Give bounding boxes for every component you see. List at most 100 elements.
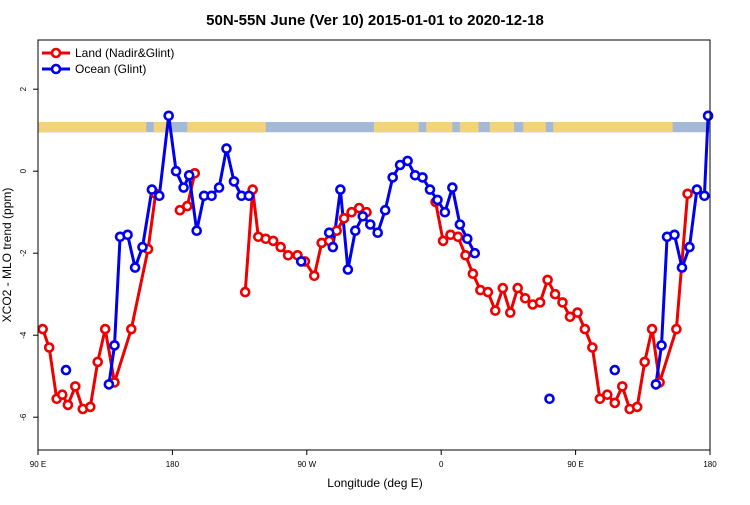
x-axis-label: Longitude (deg E) [327, 476, 422, 490]
land-band-segment [426, 122, 453, 133]
land-band-segment [459, 122, 479, 133]
plot-frame [37, 39, 711, 451]
data-point-land [549, 288, 561, 300]
data-point-land [92, 356, 103, 368]
y-tick-label: 2 [19, 86, 28, 91]
data-point-land [557, 297, 568, 308]
data-point-ocean [656, 340, 667, 351]
land-band-segment [523, 122, 546, 133]
data-point-ocean [417, 172, 428, 183]
legend-label: Ocean (Glint) [75, 62, 146, 76]
land-band-segment [187, 122, 266, 133]
legend: Land (Nadir&Glint) Ocean (Glint) [42, 46, 174, 76]
data-point-ocean [137, 241, 148, 253]
data-point-land [671, 323, 682, 335]
series-line-land [41, 193, 158, 411]
data-point-ocean [163, 110, 174, 122]
data-point-land [338, 213, 350, 224]
data-point-ocean [323, 227, 335, 238]
x-tick-label: 180 [166, 460, 180, 469]
data-point-ocean [129, 262, 141, 273]
data-point-ocean [544, 393, 555, 405]
data-point-ocean [206, 190, 217, 202]
data-point-ocean [454, 219, 466, 230]
data-point-land [37, 323, 49, 335]
y-tick-label: -6 [19, 413, 28, 421]
data-point-ocean [372, 227, 384, 238]
data-point-land [43, 342, 55, 353]
data-point-ocean [702, 110, 714, 122]
data-point-ocean [691, 184, 703, 195]
data-point-ocean [243, 190, 255, 202]
series-points [37, 110, 714, 415]
data-point-ocean [676, 262, 688, 273]
legend-swatch-marker [50, 63, 62, 75]
data-point-land [182, 200, 193, 212]
land-band-segment [38, 122, 147, 133]
data-point-ocean [295, 256, 307, 267]
data-point-land [646, 323, 658, 335]
land-ocean-mask-band [38, 122, 710, 133]
data-point-land [85, 401, 96, 413]
data-point-ocean [609, 364, 621, 376]
data-point-land [564, 311, 576, 323]
data-point-ocean [349, 225, 361, 236]
data-point-land [512, 282, 524, 294]
data-point-ocean [103, 379, 115, 390]
x-tick-label: 90 E [30, 460, 46, 469]
data-point-land [239, 286, 251, 298]
data-point-land [579, 323, 591, 335]
data-point-ocean [146, 184, 158, 195]
legend-label: Land (Nadir&Glint) [75, 46, 174, 60]
data-point-land [601, 389, 613, 401]
data-point-ocean [439, 206, 451, 218]
data-point-ocean [213, 182, 225, 193]
data-point-land [308, 270, 320, 282]
data-point-ocean [684, 241, 695, 253]
chart-title: 50N-55N June (Ver 10) 2015-01-01 to 2020… [206, 12, 544, 29]
data-point-land [267, 235, 279, 247]
data-point-land [275, 241, 287, 253]
data-point-ocean [357, 211, 369, 222]
land-band-segment [553, 122, 673, 133]
data-point-land [497, 282, 509, 294]
x-tick-label: 90 E [567, 460, 583, 469]
data-point-land [126, 323, 137, 335]
data-point-land [70, 381, 81, 392]
y-tick-label: 0 [19, 168, 28, 173]
x-tick-label: 0 [439, 460, 444, 469]
data-point-land [616, 381, 628, 392]
data-point-land [587, 342, 598, 353]
data-point-ocean [387, 172, 399, 183]
data-point-land [99, 323, 111, 335]
data-point-ocean [424, 184, 436, 195]
legend-swatch-marker [50, 47, 62, 59]
data-point-land [519, 292, 531, 304]
data-point-land [504, 307, 516, 318]
data-point-ocean [183, 170, 195, 181]
data-point-ocean [394, 159, 406, 171]
data-point-ocean [122, 229, 133, 241]
data-point-ocean [335, 184, 346, 195]
data-point-land [174, 204, 186, 216]
data-point-land [62, 399, 74, 411]
data-point-land [572, 307, 583, 318]
data-point-land [346, 206, 357, 218]
data-point-land [609, 397, 621, 409]
data-point-ocean [469, 247, 481, 259]
data-point-land [594, 393, 606, 405]
data-point-ocean [699, 190, 710, 202]
data-point-land [682, 188, 693, 200]
data-point-land [437, 235, 449, 247]
data-point-land [482, 286, 494, 298]
land-band-segment [153, 122, 169, 133]
data-point-land [542, 274, 553, 286]
data-point-ocean [342, 264, 354, 275]
x-axis: 90 E 180 90 W 0 90 E 180 [30, 450, 717, 469]
data-point-ocean [178, 182, 189, 193]
data-point-land [452, 231, 464, 243]
data-point-ocean [379, 204, 391, 216]
y-axis-label: XCO2 - MLO trend (ppm) [0, 188, 14, 323]
y-tick-label: -2 [19, 249, 28, 257]
